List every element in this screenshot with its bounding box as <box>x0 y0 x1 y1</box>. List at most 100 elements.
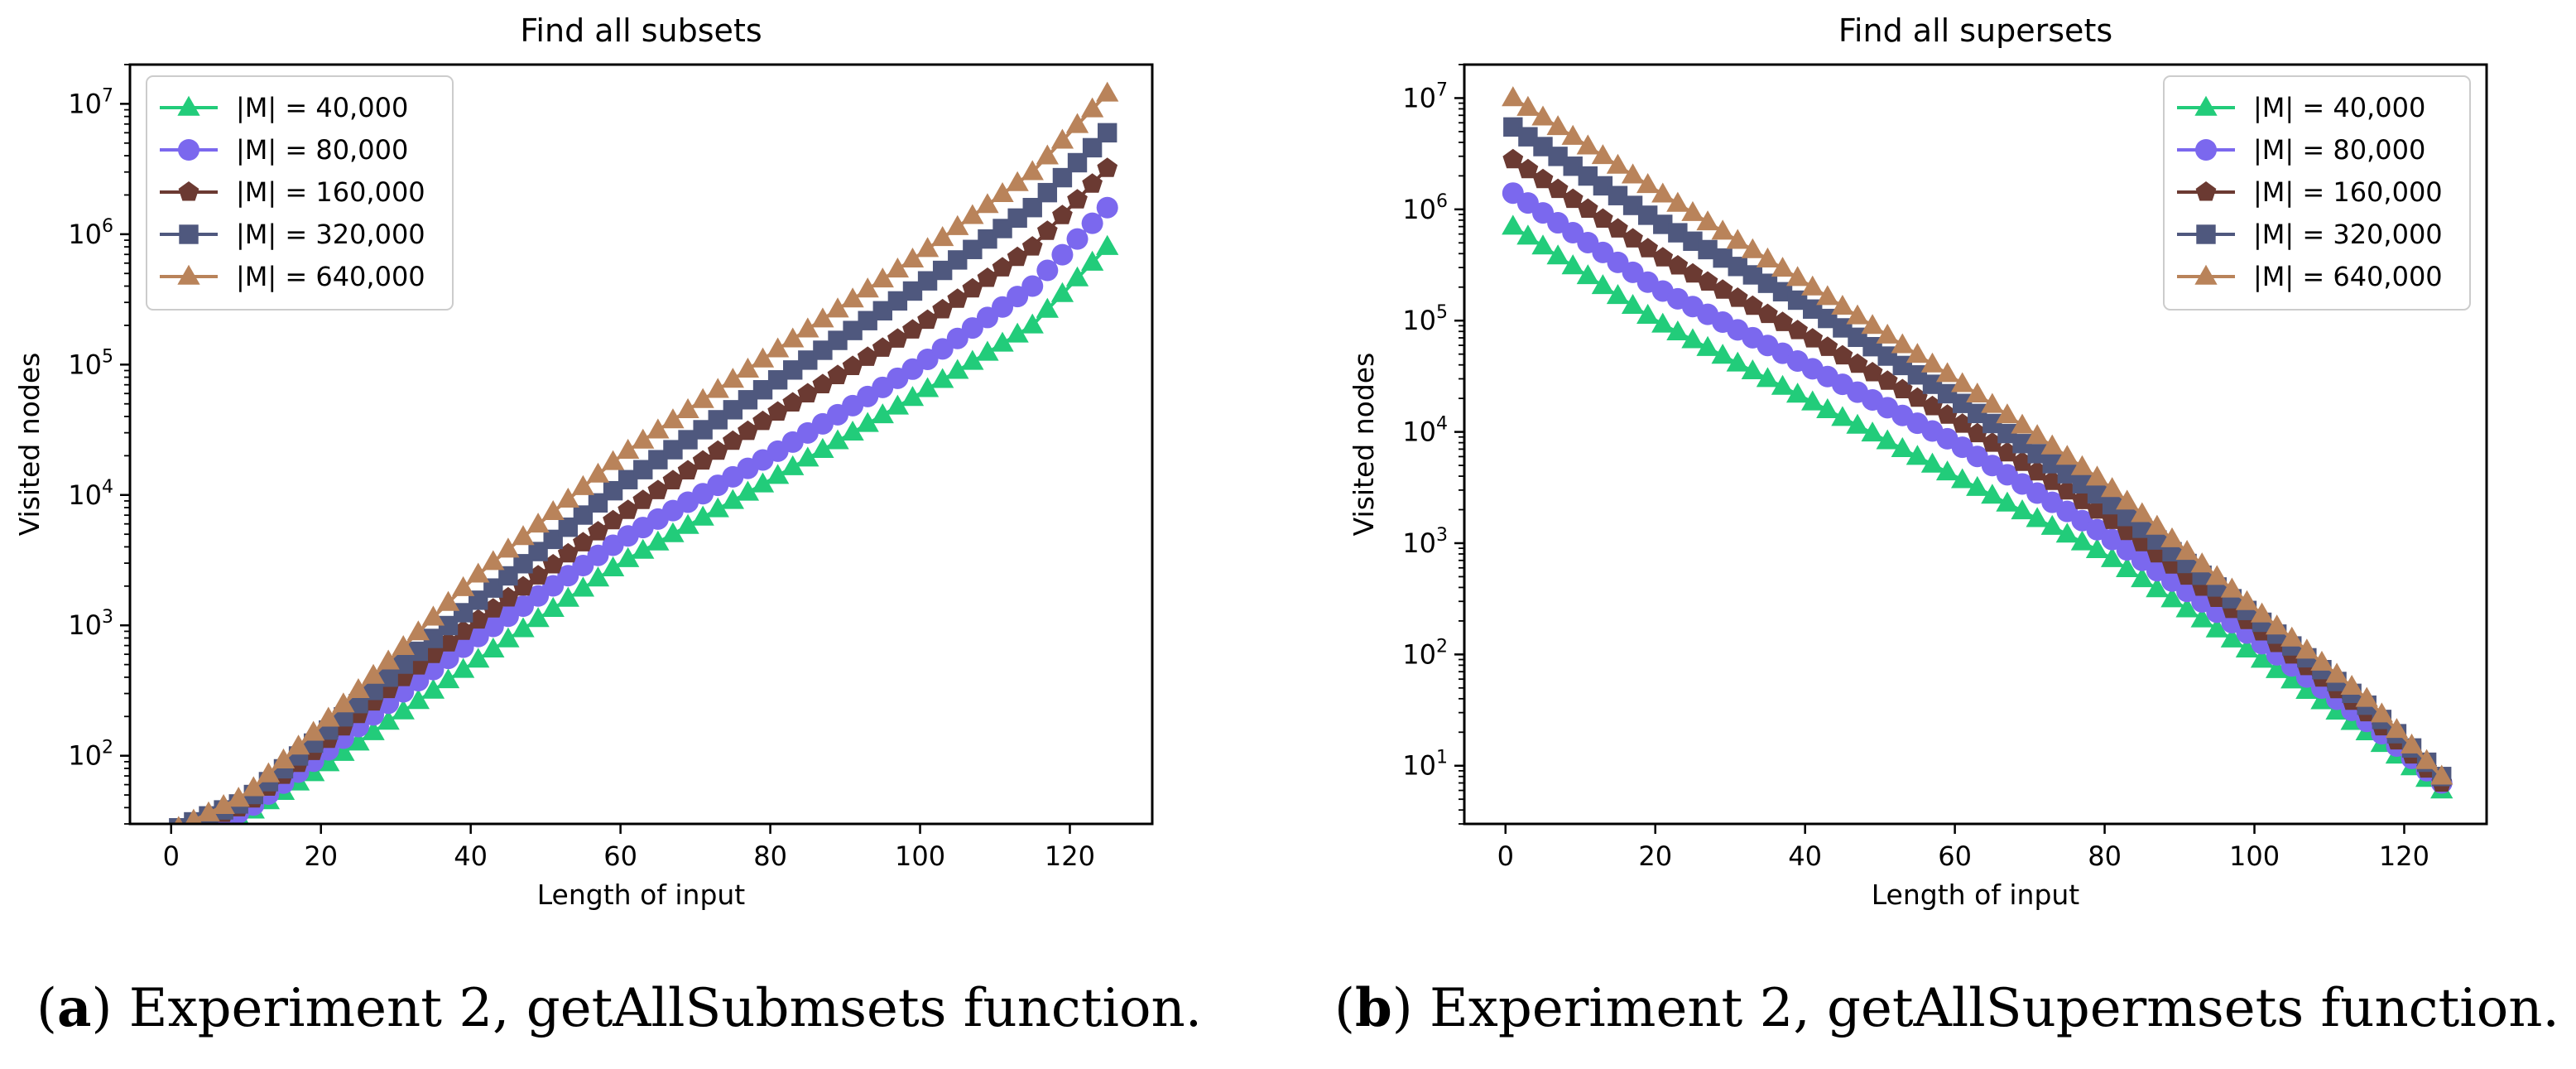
series-point <box>2087 498 2107 519</box>
legend-label: |M| = 80,000 <box>2253 134 2425 166</box>
series-point <box>1997 423 2017 444</box>
legend-marker <box>177 264 200 285</box>
series-point <box>646 418 670 439</box>
series-point <box>451 657 475 678</box>
series-point <box>662 469 684 489</box>
series-point <box>257 762 281 782</box>
series-point <box>1052 167 1073 188</box>
series-point <box>362 663 385 684</box>
series-point <box>1907 387 1928 407</box>
series-point <box>2012 434 2032 454</box>
series-point <box>421 605 445 626</box>
series-4 <box>1502 86 2453 785</box>
series-point <box>1097 157 1118 177</box>
series-point <box>497 627 520 648</box>
series-point <box>932 298 953 319</box>
series-point <box>1547 178 1569 199</box>
series-point <box>1981 392 2004 413</box>
series-point <box>1653 214 1673 234</box>
series-point <box>1920 452 1944 473</box>
series-point <box>1037 182 1058 203</box>
y-tick-label: 105 <box>1402 302 1448 336</box>
series-point <box>1096 234 1119 255</box>
series-point <box>348 694 368 714</box>
y-tick-label: 106 <box>1402 191 1448 225</box>
series-point <box>467 648 490 668</box>
series-point <box>693 420 713 440</box>
series-point <box>451 575 475 596</box>
series-point <box>317 706 340 727</box>
axes-frame <box>1463 63 2488 826</box>
series-point <box>423 628 444 648</box>
series-point <box>377 710 400 730</box>
legend-box <box>2163 75 2471 311</box>
series-point <box>227 787 250 807</box>
series-point <box>1876 323 1899 344</box>
series-point <box>2146 560 2168 582</box>
legend-item: |M| = 640,000 <box>2177 261 2443 292</box>
series-point <box>586 566 610 587</box>
series-point <box>813 340 833 360</box>
series-point <box>992 296 1014 318</box>
series-point <box>1817 336 1838 356</box>
series-point <box>2190 552 2213 573</box>
series-point <box>2011 451 2033 471</box>
series-point <box>1682 262 1704 283</box>
x-tick-label: 100 <box>895 840 945 872</box>
series-point <box>453 620 473 640</box>
series-point <box>1891 378 1913 398</box>
series-point <box>1532 168 1554 189</box>
series-point <box>1681 328 1704 349</box>
chart-title: Find all supersets <box>1838 12 2112 49</box>
legend-item: |M| = 80,000 <box>2177 134 2425 166</box>
legend-item: |M| = 160,000 <box>160 176 425 208</box>
legend: |M| = 40,000 |M| = 80,000 |M| = 160,000 |M|… <box>146 75 454 311</box>
series-point <box>1801 275 1824 296</box>
series-point <box>1502 214 1525 235</box>
series-point <box>2250 648 2274 668</box>
series-point <box>483 598 504 618</box>
series-point <box>2220 627 2244 648</box>
series-point <box>1007 286 1029 308</box>
series-point <box>618 469 638 489</box>
series-point <box>618 499 638 519</box>
series-point <box>2266 657 2289 678</box>
series-point <box>2385 718 2409 739</box>
series-point <box>302 720 325 741</box>
series-point <box>1937 383 1958 404</box>
series-point <box>827 364 848 384</box>
series-point <box>1922 374 1943 394</box>
series-point <box>468 609 489 629</box>
series-point <box>1907 365 1928 385</box>
series-point <box>931 226 954 247</box>
series-point <box>751 472 775 493</box>
series-point <box>976 340 999 361</box>
series-point <box>826 297 849 318</box>
x-axis-label: Length of input <box>537 879 746 911</box>
legend-label: |M| = 40,000 <box>236 92 408 123</box>
series-point <box>1966 382 1989 403</box>
series-point <box>467 562 490 583</box>
series-point <box>1802 328 1824 348</box>
series-point <box>1922 395 1943 416</box>
series-point <box>1713 248 1733 268</box>
series-point <box>528 542 548 561</box>
series-point <box>977 267 998 287</box>
series-point <box>1951 468 1974 489</box>
series-point <box>1847 353 1868 373</box>
series-point <box>2087 484 2107 504</box>
series-point <box>1935 362 1959 383</box>
legend-label: |M| = 80,000 <box>236 134 408 166</box>
series-point <box>766 337 790 358</box>
series-point <box>932 260 953 281</box>
series-point <box>2160 587 2184 608</box>
y-tick-label: 104 <box>1402 414 1448 448</box>
legend-item: |M| = 80,000 <box>160 134 408 166</box>
series-point <box>1080 250 1104 271</box>
series-point <box>2116 556 2139 577</box>
series-point <box>1036 259 1059 282</box>
series-point <box>1787 320 1808 339</box>
series-point <box>2295 638 2319 659</box>
series-point <box>1696 335 1719 356</box>
